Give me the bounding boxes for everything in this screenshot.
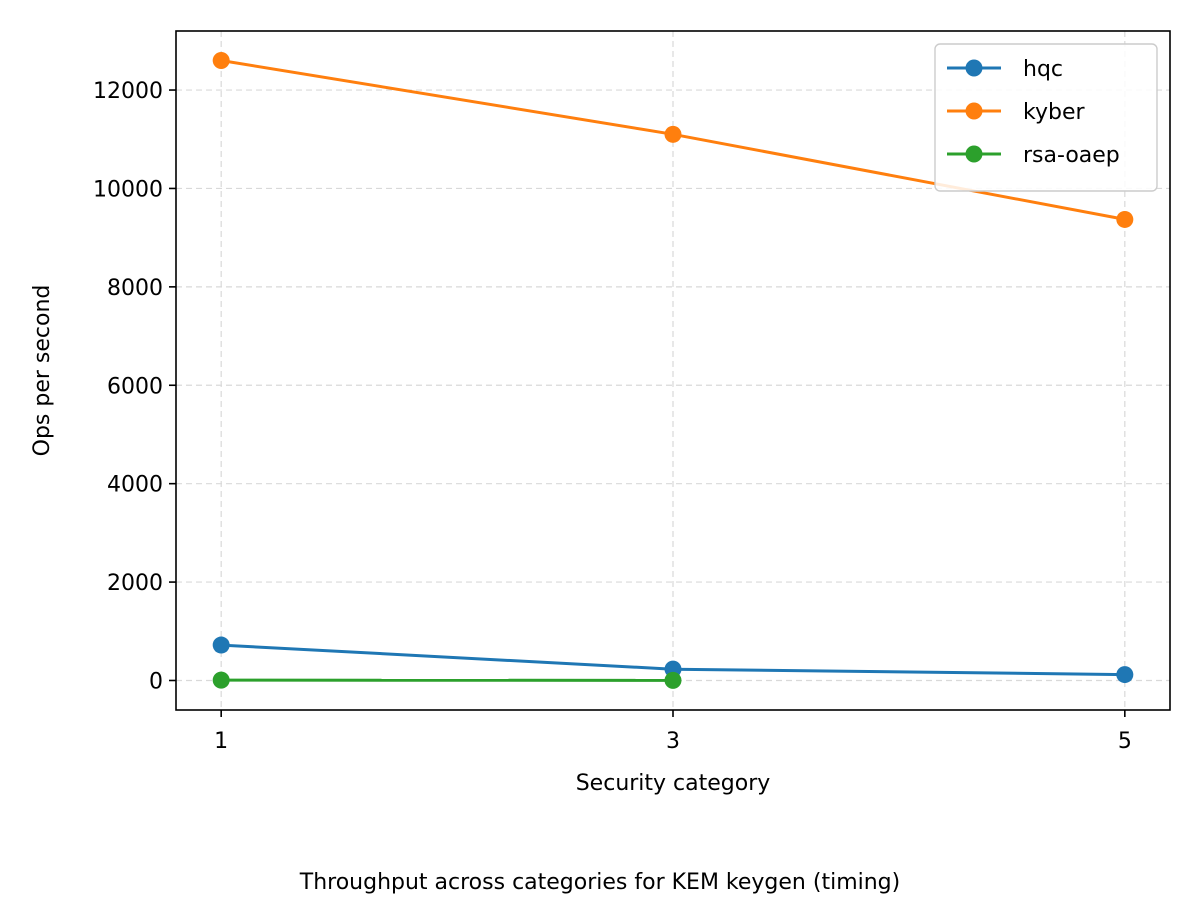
x-tick-label: 1 (214, 729, 228, 754)
legend: hqc kyber rsa-oaep (934, 43, 1158, 192)
x-axis-label: Security category (576, 771, 771, 796)
y-tick-label: 0 (149, 669, 163, 694)
y-axis-label: Ops per second (30, 285, 55, 457)
data-point-rsa-oaep (664, 671, 682, 689)
series-layer (212, 52, 1134, 689)
data-point-kyber (664, 125, 682, 143)
data-point-kyber (212, 52, 230, 70)
legend-item-rsa-oaep: rsa-oaep (947, 143, 1120, 168)
legend-label: rsa-oaep (1023, 143, 1120, 168)
legend-label: hqc (1023, 57, 1063, 82)
legend-label: kyber (1023, 100, 1085, 125)
y-tick-label: 8000 (107, 276, 163, 301)
legend-item-kyber: kyber (947, 100, 1085, 125)
y-tick-label: 10000 (93, 177, 163, 202)
y-tick-label: 2000 (107, 571, 163, 596)
data-point-kyber (1116, 210, 1134, 228)
data-point-hqc (212, 636, 230, 654)
y-tick-label: 4000 (107, 473, 163, 498)
x-axis: 1 3 5 (214, 710, 1132, 754)
x-tick-label: 3 (666, 729, 680, 754)
series-rsa-oaep (212, 671, 682, 689)
legend-swatch-marker (965, 59, 983, 77)
legend-item-hqc: hqc (947, 57, 1063, 82)
legend-swatch-marker (965, 145, 983, 163)
y-axis: 0 2000 4000 6000 8000 10000 12000 (93, 79, 176, 694)
legend-swatch-marker (965, 102, 983, 120)
x-tick-label: 5 (1118, 729, 1132, 754)
y-tick-label: 6000 (107, 374, 163, 399)
y-tick-label: 12000 (93, 79, 163, 104)
data-point-hqc (1116, 666, 1134, 684)
data-point-rsa-oaep (212, 671, 230, 689)
chart-caption: Throughput across categories for KEM key… (299, 870, 900, 895)
